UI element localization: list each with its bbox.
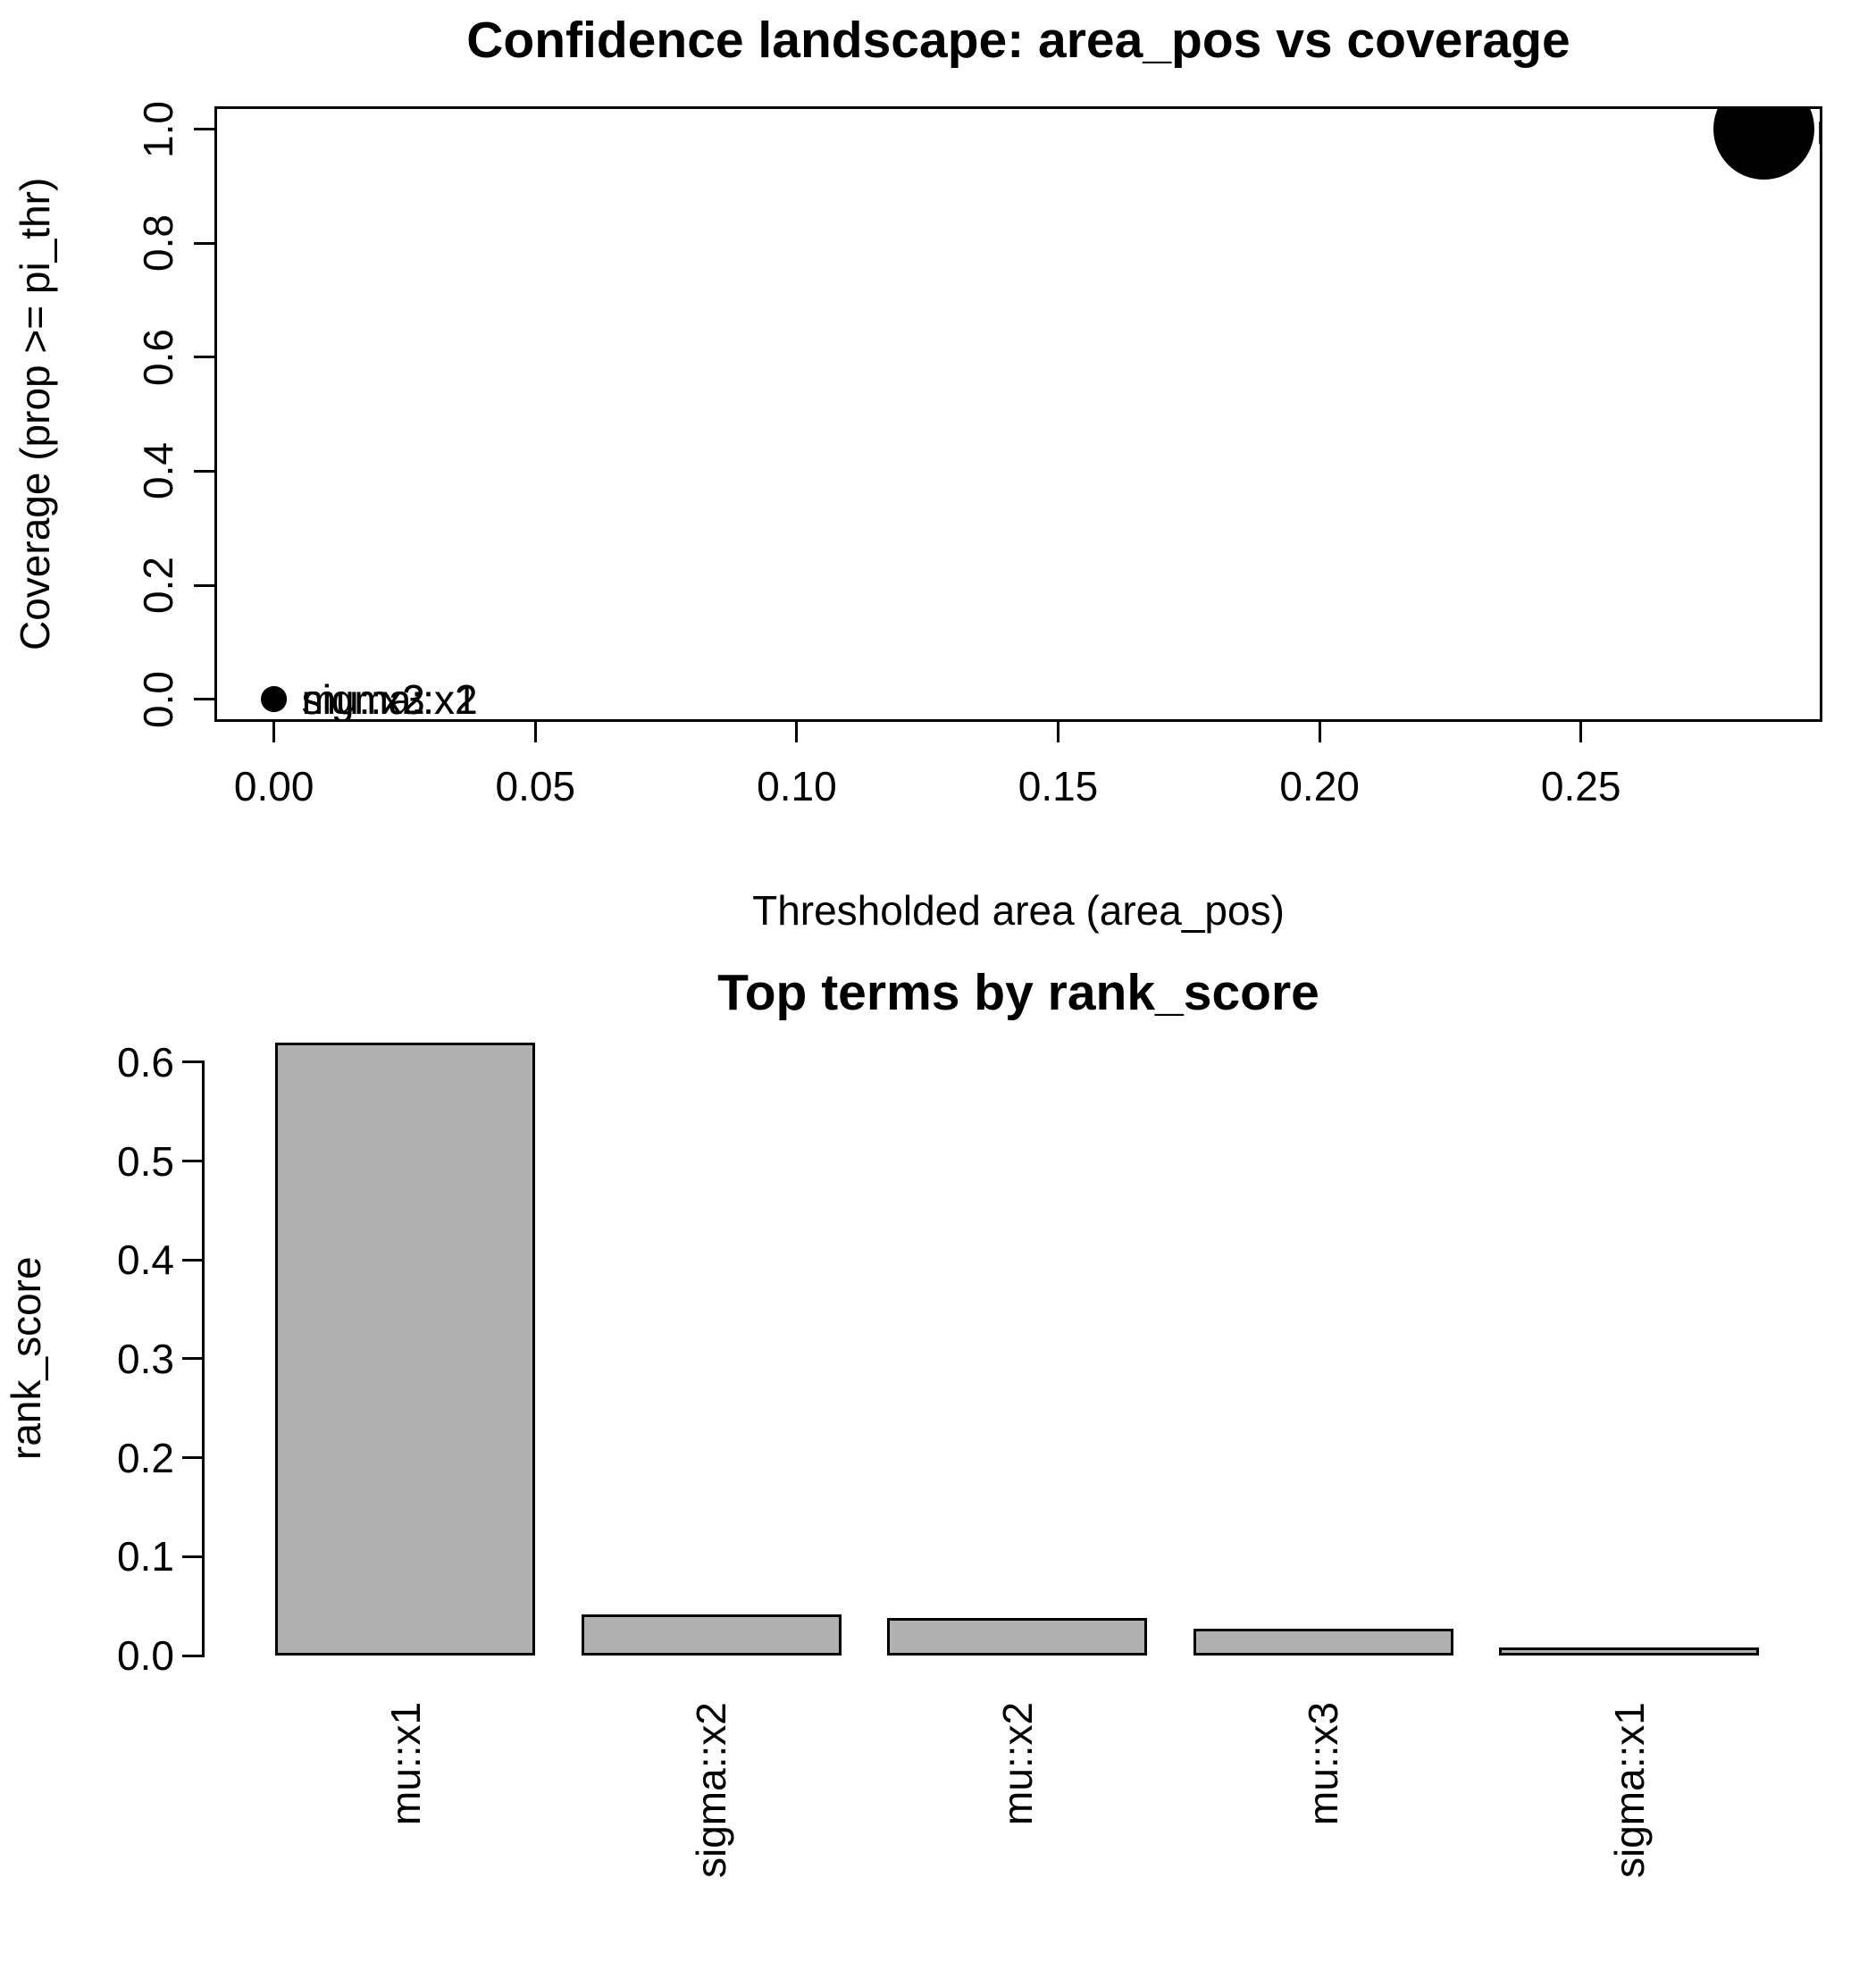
scatter-x-tick: [795, 722, 799, 742]
scatter-y-tick-label: 1.0: [135, 100, 181, 158]
scatter-point-label: sigma::x1: [301, 675, 478, 722]
scatter-y-tick-label: 0.8: [135, 214, 181, 272]
bar-category-label: mu::x1: [381, 1702, 429, 1826]
scatter-x-tick-label: 0.20: [1279, 763, 1360, 809]
scatter-y-tick: [194, 583, 214, 587]
bar-y-tick: [182, 1160, 202, 1162]
scatter-point-label: mu::x1: [1816, 109, 1820, 153]
bar-y-tick: [182, 1555, 202, 1558]
scatter-x-tick: [533, 722, 537, 742]
scatter-y-tick: [194, 241, 214, 245]
scatter-x-tick-label: 0.00: [233, 763, 314, 809]
bar: [581, 1614, 842, 1656]
scatter-x-tick-label: 0.15: [1018, 763, 1099, 809]
scatter-point-label: sigma::x2: [301, 675, 478, 722]
bar-category-label: sigma::x1: [1605, 1702, 1653, 1878]
bar-y-axis-line: [202, 1060, 205, 1657]
scatter-x-tick: [1057, 722, 1059, 742]
bar-y-tick-label: 0.4: [117, 1236, 174, 1284]
scatter-y-tick-label: 0.4: [135, 442, 181, 500]
scatter-point: [1713, 109, 1815, 180]
scatter-y-tick: [194, 698, 214, 700]
scatter-y-tick-label: 0.6: [135, 328, 181, 386]
bar-y-tick-label: 0.5: [117, 1137, 174, 1185]
scatter-x-tick: [1318, 722, 1321, 742]
bar-category-label: mu::x3: [1300, 1702, 1346, 1826]
scatter-x-tick-label: 0.05: [495, 763, 576, 809]
bar-y-tick-label: 0.2: [117, 1434, 174, 1481]
bar-category-label: sigma::x2: [688, 1702, 734, 1878]
bar-y-tick: [182, 1357, 202, 1361]
bar-y-tick-label: 0.1: [117, 1533, 174, 1580]
scatter-y-tick: [194, 469, 214, 473]
scatter-point-label: mu::x3: [301, 675, 425, 722]
scatter-x-tick-label: 0.10: [757, 763, 837, 809]
bar-title: Top terms by rank_score: [717, 964, 1319, 1021]
scatter-y-axis-label: Coverage (prop >= pi_thr): [12, 177, 58, 650]
bar-y-tick: [182, 1654, 202, 1657]
bar: [1499, 1647, 1759, 1656]
bar-y-tick: [182, 1456, 202, 1460]
bar-y-axis-label: rank_score: [3, 1256, 49, 1460]
bar: [887, 1617, 1147, 1656]
bar-y-tick: [182, 1060, 202, 1064]
bar-y-tick: [182, 1258, 202, 1262]
bar-y-tick-label: 0.0: [117, 1632, 174, 1679]
scatter-y-tick: [194, 128, 214, 131]
scatter-title: Confidence landscape: area_pos vs covera…: [466, 12, 1570, 69]
bar: [1193, 1629, 1453, 1656]
bar-y-tick-label: 0.3: [117, 1335, 174, 1382]
scatter-x-tick: [1579, 722, 1583, 742]
scatter-point: [268, 693, 281, 705]
bar-y-tick-label: 0.6: [117, 1038, 174, 1086]
figure-canvas: { "figure": { "background": "#ffffff", "…: [3, 12, 1822, 1878]
scatter-y-tick-label: 0.2: [135, 557, 181, 614]
scatter-x-axis-label: Thresholded area (area_pos): [752, 887, 1285, 934]
bar-category-label: mu::x2: [993, 1702, 1041, 1826]
scatter-y-tick-label: 0.0: [135, 670, 181, 728]
scatter-y-tick: [194, 356, 214, 359]
scatter-x-tick: [272, 722, 276, 742]
scatter-point-label: mu::x2: [301, 675, 425, 722]
bar: [275, 1042, 535, 1656]
scatter-x-tick-label: 0.25: [1540, 763, 1621, 809]
